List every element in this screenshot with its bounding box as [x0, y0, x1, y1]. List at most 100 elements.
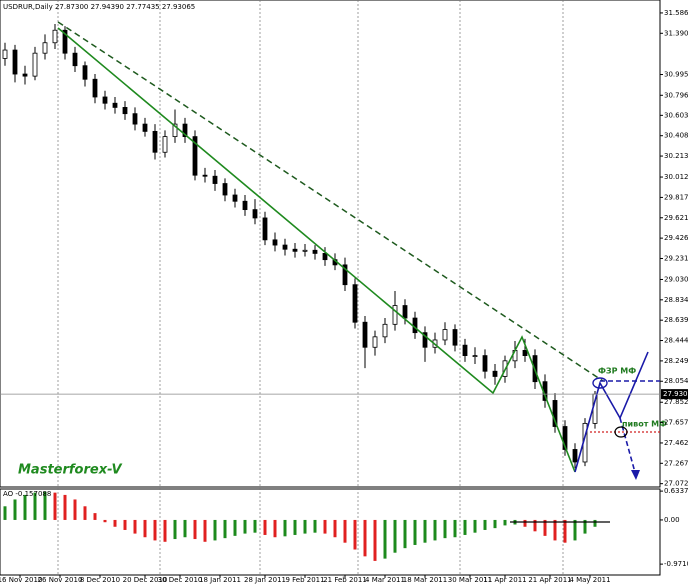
candle-body — [442, 329, 448, 341]
ao-bar — [93, 513, 97, 520]
y-tick-label: 27.6576 — [664, 419, 688, 427]
y-tick-label: 29.2314 — [664, 254, 688, 262]
y-tick-label: 28.2493 — [664, 357, 688, 365]
ao-bar — [23, 494, 27, 520]
candle-body — [132, 113, 138, 125]
ao-bar — [73, 499, 77, 520]
x-tick-label: 21 Feb 2011 — [323, 576, 367, 584]
y-tick-label: 0.00 — [664, 516, 680, 524]
ao-bar — [553, 519, 557, 541]
ao-bar — [273, 519, 277, 538]
y-tick-label: 30.6039 — [664, 111, 688, 119]
ao-bar — [443, 519, 447, 539]
y-tick-label: 31.3908 — [664, 29, 688, 37]
y-tick-label: 31.5860 — [664, 9, 688, 17]
candle-body — [62, 29, 68, 54]
y-tick-label: 28.8349 — [664, 296, 688, 304]
ao-bar — [53, 492, 57, 520]
ao-bar — [463, 519, 467, 535]
ao-bar — [263, 519, 267, 535]
candle-body — [352, 284, 358, 323]
y-tick-label: 29.4266 — [664, 234, 688, 242]
x-tick-label: 21 Apr 2011 — [528, 576, 571, 584]
y-tick-label: -0.97109 — [664, 560, 688, 568]
candle-body — [312, 249, 318, 254]
candle-body — [82, 65, 88, 80]
ao-title: AO -0.157088 — [3, 490, 51, 498]
candle-body — [522, 349, 528, 357]
ao-bar — [43, 491, 47, 520]
x-tick-label: 20 Dec 2010 — [123, 576, 168, 584]
ao-bar — [413, 519, 417, 545]
ao-bar — [383, 519, 387, 559]
candle-body — [562, 426, 568, 450]
x-tick-label: 26 Nov 2010 — [38, 576, 83, 584]
candle-body — [482, 355, 488, 372]
ao-bar — [63, 494, 67, 520]
y-tick-label: 28.0541 — [664, 377, 688, 385]
y-tick-label: 30.4087 — [664, 132, 688, 140]
ao-bar — [153, 519, 157, 541]
ao-bar — [113, 519, 117, 527]
candle-body — [112, 102, 118, 108]
ao-bar — [543, 519, 547, 536]
x-tick-label: 30 Mar 2011 — [448, 576, 492, 584]
trend-lines — [57, 21, 660, 523]
y-tick-label: 27.8528 — [664, 398, 688, 406]
ao-bar — [83, 506, 87, 520]
candle-body — [282, 244, 288, 250]
ao-bar — [183, 519, 187, 538]
x-tick-label: 8 Dec 2010 — [80, 576, 120, 584]
ao-bar — [103, 519, 107, 523]
ao-bar — [473, 519, 477, 533]
ao-bar — [343, 519, 347, 543]
candle-body — [32, 52, 38, 77]
candle-body — [92, 78, 98, 98]
x-tick-label: 9 Feb 2011 — [285, 576, 324, 584]
candle-body — [172, 123, 178, 138]
candle-body — [292, 248, 298, 252]
chart-header: USDRUR,Daily 27.87300 27.94390 27.77435 … — [3, 3, 195, 11]
x-tick-label: 4 Mar 2011 — [365, 576, 405, 584]
candle-body — [462, 344, 468, 357]
candle-body — [162, 136, 168, 153]
candle-body — [342, 264, 348, 286]
ao-bar — [573, 519, 577, 541]
ao-bar — [453, 519, 457, 538]
ao-bar — [233, 519, 237, 536]
y-tick-label: 27.4624 — [664, 439, 688, 447]
candle-body — [142, 123, 148, 132]
ao-bar — [353, 519, 357, 550]
y-tick-label: 29.0301 — [664, 275, 688, 283]
x-tick-label: 18 Mar 2011 — [403, 576, 447, 584]
candle-body — [42, 42, 48, 54]
candle-body — [372, 336, 378, 348]
ao-bar — [363, 519, 367, 557]
ao-panel — [0, 488, 661, 576]
y-tick-label: 30.7962 — [664, 91, 688, 99]
y-tick-label: 29.8170 — [664, 193, 688, 201]
ao-bar — [123, 519, 127, 530]
candle-body — [492, 370, 498, 377]
ao-bar — [253, 519, 257, 533]
y-tick-label: 0.633703 — [664, 487, 688, 495]
ao-bar — [533, 519, 537, 532]
ao-bar — [283, 519, 287, 537]
candle-body — [362, 321, 368, 348]
ao-bar — [243, 519, 247, 534]
ao-bar — [163, 519, 167, 542]
x-tick-label: 28 Jan 2011 — [244, 576, 286, 584]
marks — [2, 23, 598, 561]
candle-body — [12, 49, 18, 75]
current-price-label: 27.9306 — [663, 390, 688, 398]
candle-body — [52, 29, 58, 44]
ao-bar — [33, 492, 37, 520]
ao-bar — [493, 519, 497, 529]
ao-bar — [213, 519, 217, 541]
candle-body — [452, 329, 458, 346]
candle-body — [182, 123, 188, 138]
ao-bar — [563, 519, 567, 543]
